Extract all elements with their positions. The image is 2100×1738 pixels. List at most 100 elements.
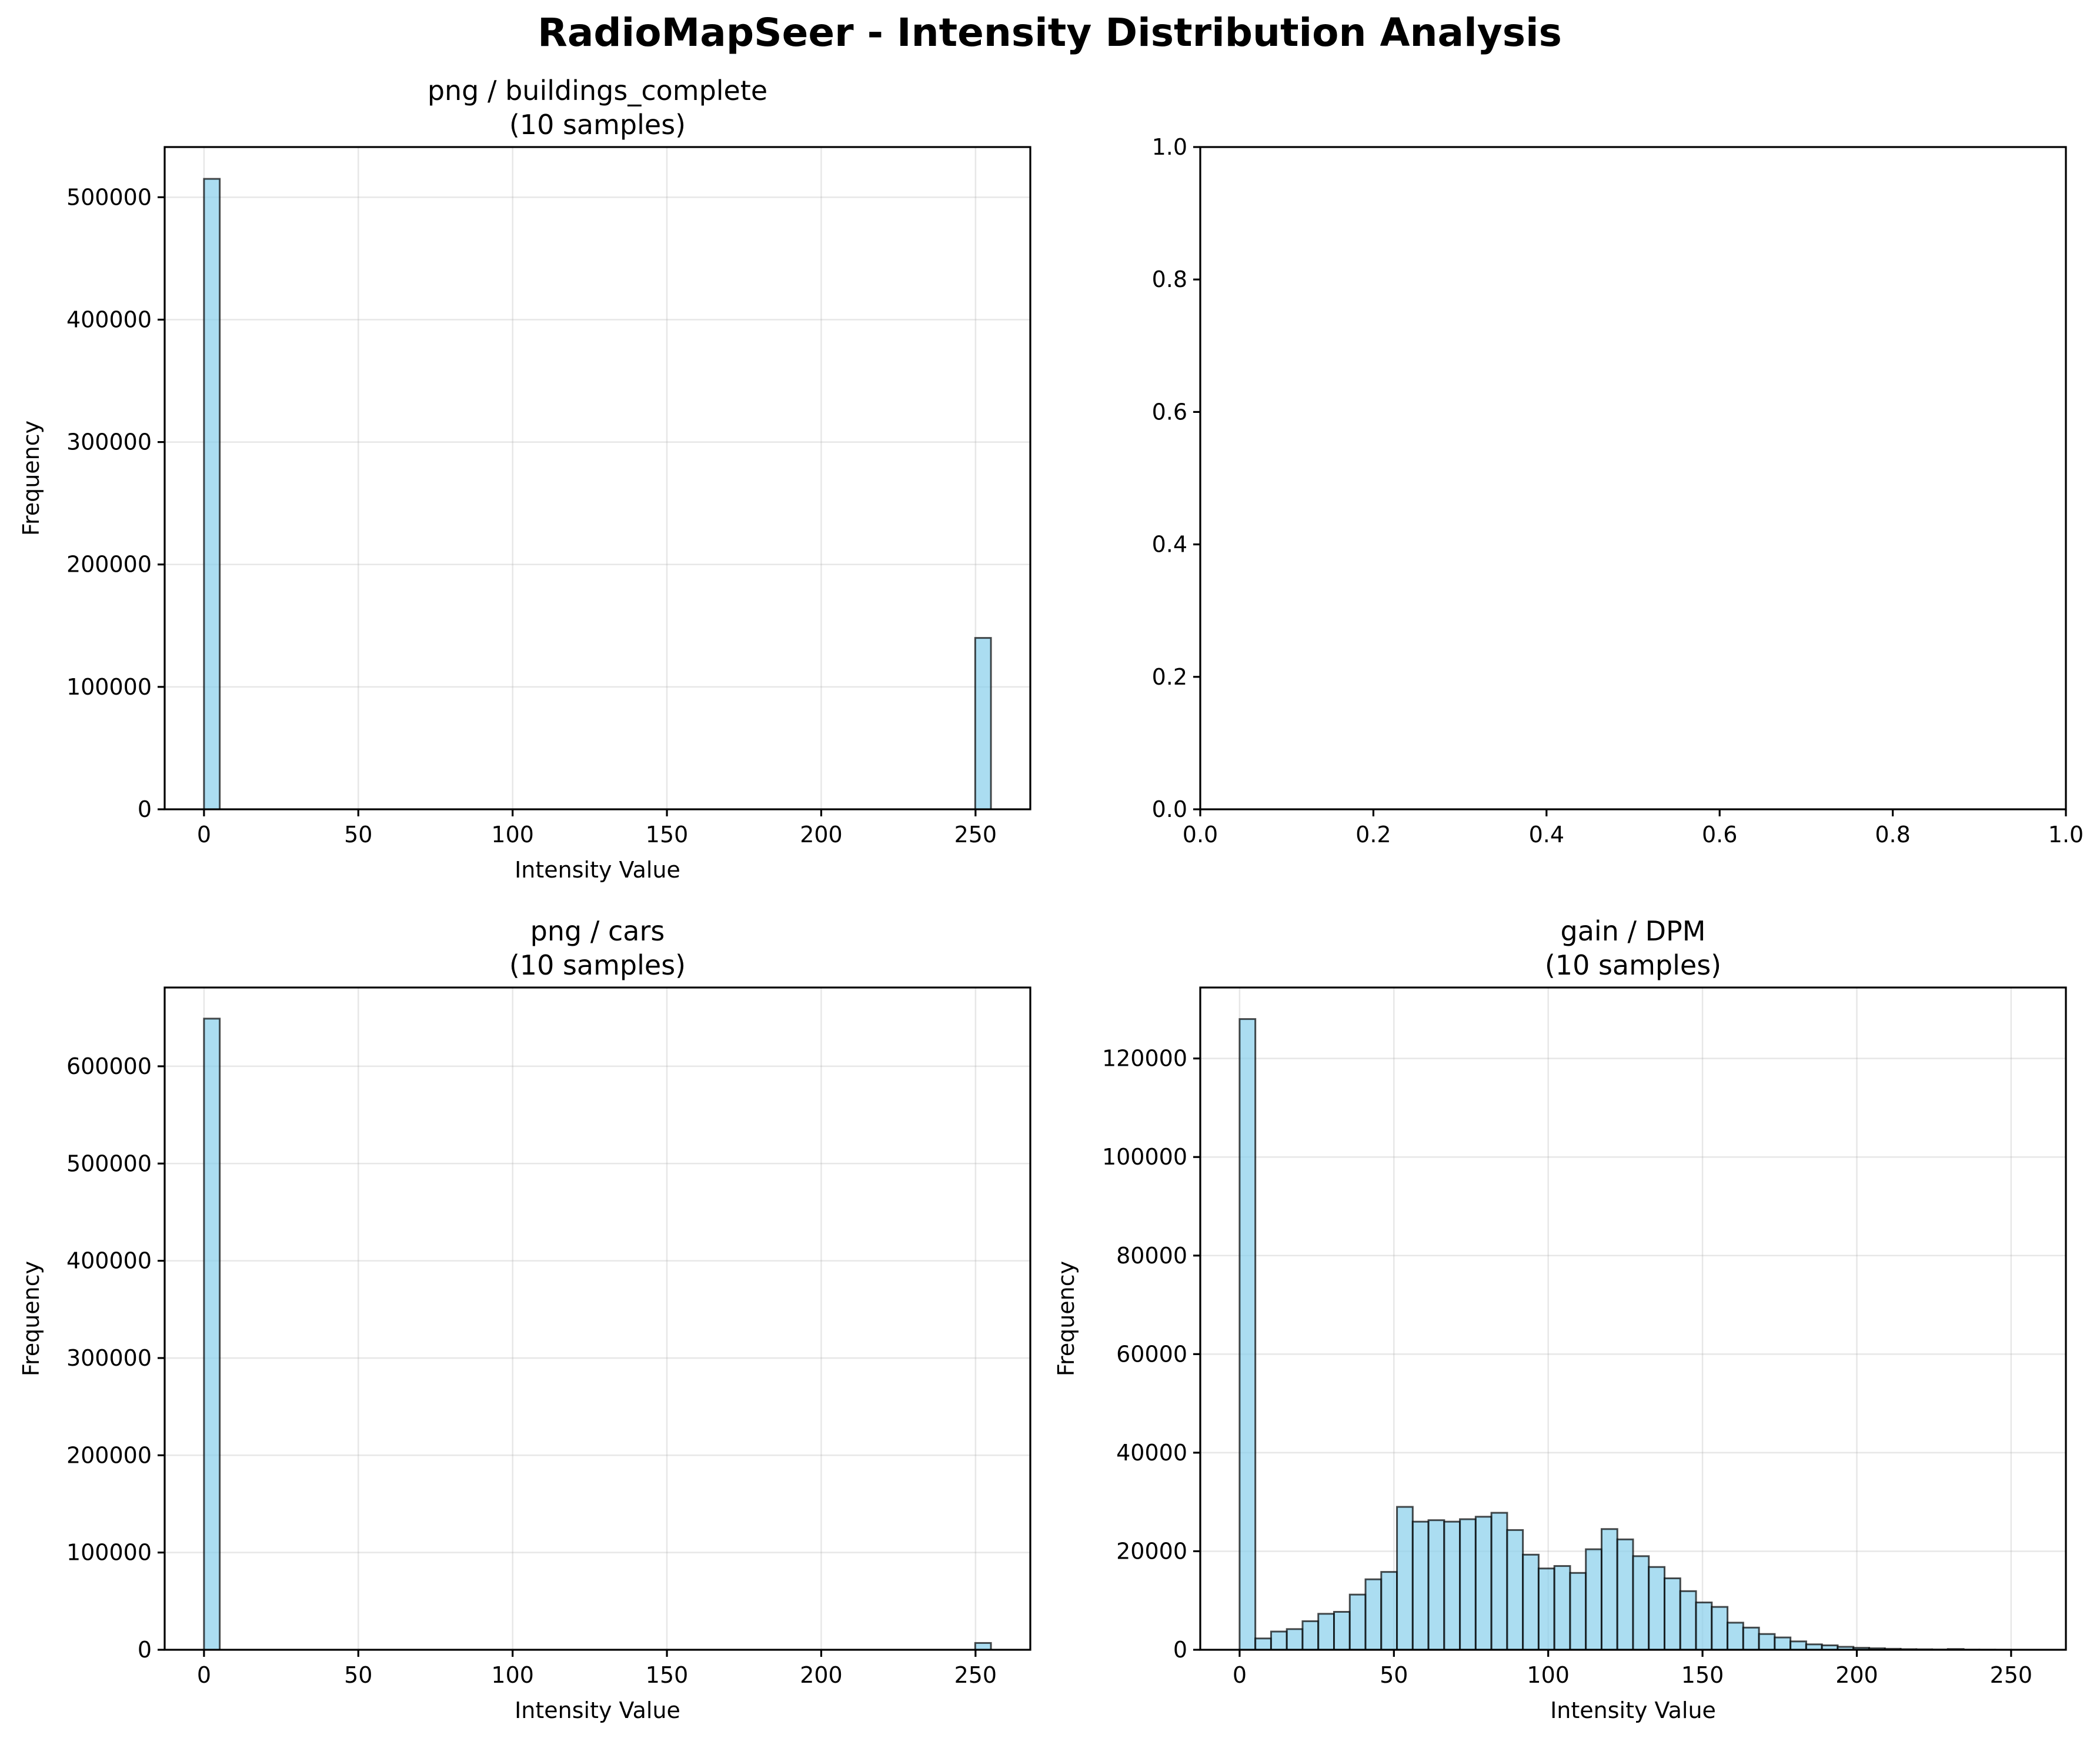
y-tick-label: 80000 (1116, 1243, 1187, 1269)
y-tick-label: 120000 (1102, 1046, 1187, 1072)
y-tick-label: 500000 (66, 1150, 152, 1176)
figure-title: RadioMapSeer - Intensity Distribution An… (537, 10, 1562, 55)
y-axis-label: Frequency (1053, 1261, 1079, 1376)
x-tick-label: 250 (954, 1662, 997, 1688)
histogram-bar (1553, 1565, 1571, 1651)
y-tick-label: 500000 (66, 184, 152, 210)
y-tick-label: 0 (138, 796, 152, 822)
x-tick-label: 150 (646, 1662, 689, 1688)
histogram-bar (1664, 1577, 1681, 1651)
histogram-bar (1286, 1628, 1304, 1651)
y-tick-label: 300000 (66, 429, 152, 455)
histogram-bar (1506, 1529, 1524, 1651)
y-tick-label: 600000 (66, 1053, 152, 1079)
x-axis-label: Intensity Value (515, 857, 680, 883)
x-tick-label: 0 (197, 822, 211, 848)
subplot-1: 0 50 100 150 200 250 0 100000 200000 300000 400000… (18, 75, 1031, 883)
subplot-title: gain / DPM (1561, 915, 1706, 947)
histogram-bar (1364, 1578, 1383, 1651)
x-tick-label: 100 (491, 822, 534, 848)
histogram-bar (974, 637, 992, 810)
y-tick-label: 400000 (66, 1248, 152, 1274)
histogram-bar (1711, 1606, 1729, 1651)
histogram-bar (1774, 1636, 1792, 1651)
subplot-4: 0 50 100 150 200 250 0 20000 40000 60000 80000 1000… (1053, 915, 2067, 1723)
y-tick-label: 200000 (66, 552, 152, 578)
x-tick-label: 0.4 (1529, 822, 1564, 848)
x-tick-label: 250 (1990, 1662, 2033, 1688)
x-tick-label: 0 (1233, 1662, 1247, 1688)
histogram-bar (1585, 1548, 1602, 1651)
x-tick-label: 200 (800, 822, 843, 848)
y-tick-label: 0 (1173, 1637, 1187, 1663)
y-tick-label: 100000 (66, 1540, 152, 1566)
x-tick-label: 150 (646, 822, 689, 848)
subplot-3: 0 50 100 150 200 250 0 100000 200000 300000 400000… (18, 915, 1031, 1723)
x-tick-label: 200 (800, 1662, 843, 1688)
x-tick-label: 0.8 (1875, 822, 1910, 848)
y-tick-label: 1.0 (1152, 134, 1187, 160)
histogram-bar (1648, 1566, 1666, 1651)
y-axis-label: Frequency (18, 421, 44, 536)
subplot-title: png / buildings_complete (428, 75, 767, 106)
histogram-bar (1459, 1518, 1477, 1651)
histogram-bar (1632, 1555, 1650, 1651)
histogram-bar (1380, 1571, 1398, 1651)
histogram-bar (1758, 1633, 1776, 1651)
histogram-bar (1301, 1620, 1320, 1651)
y-axis-label: Frequency (18, 1261, 44, 1376)
histogram-bar (1396, 1506, 1414, 1651)
histogram-bar (1490, 1512, 1508, 1651)
histogram-bar (1411, 1520, 1430, 1651)
subplot-subtitle: (10 samples) (509, 109, 686, 141)
histogram-bar (1474, 1516, 1493, 1651)
x-tick-label: 1.0 (2048, 822, 2084, 848)
histogram-bar (974, 1642, 992, 1651)
subplots: 0 50 100 150 200 2500100000200000300000400000… (18, 75, 2084, 1723)
x-tick-label: 250 (954, 822, 997, 848)
histogram-bar (1695, 1602, 1713, 1651)
axes-frame (1199, 986, 2067, 1651)
subplot-2: 0.0 0.2 0.4 0.6 0.8 1.0 0.0 0.2 0.4 0.6 0.8 1.0 (1152, 134, 2084, 848)
histogram-bar (1616, 1538, 1634, 1651)
histogram-bar (1238, 1018, 1257, 1651)
y-tick-label: 0.4 (1152, 532, 1187, 558)
histogram-bar (1427, 1519, 1445, 1651)
histogram-bar (1600, 1528, 1618, 1651)
y-tick-label: 0.6 (1152, 399, 1187, 425)
histogram-bar (1537, 1567, 1555, 1651)
histogram-bar (1742, 1626, 1760, 1651)
x-tick-label: 0 (197, 1662, 211, 1688)
axes-frame (163, 146, 1031, 810)
histogram-bar (1789, 1640, 1807, 1651)
x-axis-label: Intensity Value (1550, 1697, 1716, 1723)
histogram-bar (1333, 1610, 1351, 1651)
histogram-bar (1443, 1520, 1461, 1651)
y-tick-label: 100000 (1102, 1144, 1187, 1170)
y-tick-label: 20000 (1116, 1538, 1187, 1564)
x-tick-label: 150 (1681, 1662, 1724, 1688)
y-tick-label: 200000 (66, 1442, 152, 1468)
x-tick-label: 50 (1380, 1662, 1408, 1688)
y-tick-label: 0 (138, 1637, 152, 1663)
y-tick-label: 100000 (66, 674, 152, 700)
histogram-bar (1254, 1637, 1272, 1651)
histogram-bar (203, 178, 221, 810)
x-tick-label: 50 (344, 822, 372, 848)
x-tick-label: 200 (1835, 1662, 1878, 1688)
y-tick-label: 0.0 (1152, 796, 1187, 822)
x-tick-label: 0.2 (1356, 822, 1391, 848)
x-tick-label: 50 (344, 1662, 372, 1688)
x-axis-label: Intensity Value (515, 1697, 680, 1723)
x-tick-label: 100 (1527, 1662, 1570, 1688)
x-tick-label: 0.6 (1702, 822, 1737, 848)
y-tick-label: 0.2 (1152, 664, 1187, 690)
x-tick-label: 0.0 (1183, 822, 1218, 848)
y-tick-label: 0.8 (1152, 266, 1187, 292)
histogram-bar (1270, 1630, 1288, 1651)
subplot-subtitle: (10 samples) (509, 949, 686, 981)
histogram-bar (1679, 1590, 1697, 1651)
axes-frame (1199, 146, 2067, 810)
subplot-title: png / cars (530, 915, 665, 947)
